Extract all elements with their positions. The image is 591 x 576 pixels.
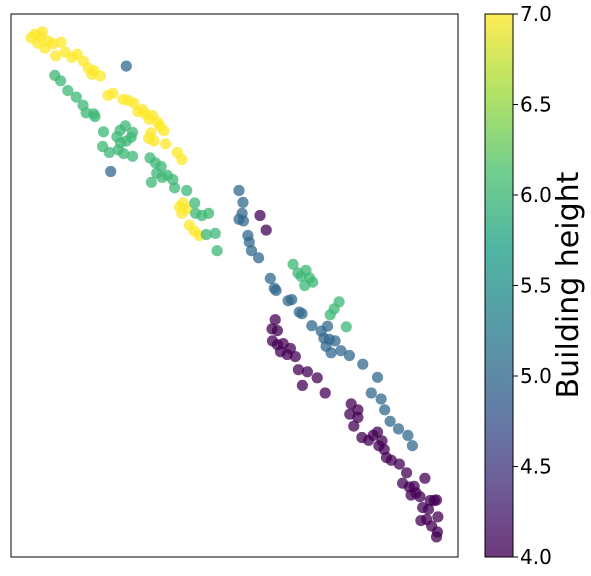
colorbar-tick-label: 4.0 (520, 545, 552, 569)
data-point (271, 325, 283, 337)
data-point (324, 309, 336, 321)
data-point (55, 36, 67, 48)
colorbar-tick-label: 5.5 (520, 274, 552, 298)
data-point (160, 138, 172, 150)
data-point (254, 209, 266, 222)
data-point (430, 494, 443, 506)
data-point (301, 366, 313, 378)
data-point (325, 347, 337, 359)
data-point (401, 467, 413, 479)
data-point (181, 184, 193, 197)
data-point (107, 87, 119, 99)
data-point (352, 411, 364, 423)
data-point (402, 429, 414, 441)
data-point (363, 434, 375, 446)
data-point (176, 207, 188, 219)
data-point (432, 511, 444, 523)
data-point (62, 85, 74, 97)
data-point (120, 60, 132, 72)
data-point (392, 423, 405, 435)
data-point (287, 258, 299, 270)
data-point (284, 342, 296, 355)
data-points (25, 26, 444, 543)
data-point (340, 321, 352, 333)
data-point (70, 91, 82, 103)
data-point (260, 224, 272, 236)
data-point (50, 50, 62, 62)
data-point (422, 503, 435, 515)
data-point (269, 314, 281, 326)
data-point (321, 320, 334, 332)
data-point (384, 415, 396, 427)
data-point (430, 531, 443, 543)
data-point (296, 308, 308, 320)
data-point (286, 294, 298, 306)
data-point (200, 228, 212, 241)
data-point (243, 236, 255, 248)
data-point (97, 126, 110, 138)
data-point (379, 404, 391, 416)
data-point (103, 146, 115, 159)
colorbar-tick-label: 6.5 (520, 93, 552, 117)
colorbar (485, 14, 513, 557)
data-point (237, 196, 249, 208)
data-point (419, 472, 431, 484)
data-point (299, 279, 311, 292)
data-point (211, 245, 223, 257)
data-point (311, 372, 323, 384)
data-point (203, 207, 215, 219)
data-point (105, 165, 117, 178)
data-point (237, 215, 249, 227)
colorbar-tick-label: 5.0 (520, 364, 552, 388)
colorbar-ticks: 4.0 4.5 5.0 5.5 6.0 6.5 7.0 (513, 2, 552, 569)
data-point (365, 387, 377, 399)
data-point (319, 387, 331, 399)
data-point (406, 440, 418, 452)
data-point (118, 148, 130, 160)
data-point (176, 153, 188, 166)
data-point (253, 252, 265, 264)
data-point (270, 284, 282, 296)
data-point (233, 184, 245, 197)
data-point (375, 393, 387, 405)
data-point (329, 335, 341, 347)
data-point (414, 491, 426, 503)
data-point (143, 132, 155, 144)
data-point (348, 420, 360, 432)
colorbar-tick-label: 7.0 (520, 2, 552, 26)
colorbar-tick-label: 4.5 (520, 455, 552, 479)
data-point (145, 176, 157, 188)
data-point (127, 150, 139, 162)
data-point (128, 97, 140, 109)
data-point (245, 245, 258, 257)
colorbar-tick-label: 6.0 (520, 183, 552, 207)
colorbar-label: Building height (551, 171, 586, 398)
data-point (94, 70, 106, 82)
data-point (343, 349, 355, 362)
data-point (158, 125, 170, 137)
data-point (335, 345, 347, 357)
data-point (77, 99, 89, 111)
data-point (371, 371, 384, 383)
data-point (36, 26, 48, 38)
data-point (209, 227, 221, 239)
data-point (292, 364, 304, 376)
data-point (151, 167, 163, 179)
data-point (296, 379, 308, 391)
data-point (169, 182, 181, 194)
data-point (357, 358, 369, 370)
data-point (393, 458, 405, 470)
data-point (264, 272, 276, 284)
data-point (371, 426, 384, 438)
data-point (127, 126, 139, 138)
data-point (55, 75, 67, 87)
data-point (333, 296, 345, 308)
data-point (189, 197, 201, 209)
data-point (306, 320, 318, 332)
data-point (289, 351, 301, 363)
data-point (88, 108, 100, 120)
data-point (415, 515, 427, 527)
data-point (119, 120, 131, 132)
